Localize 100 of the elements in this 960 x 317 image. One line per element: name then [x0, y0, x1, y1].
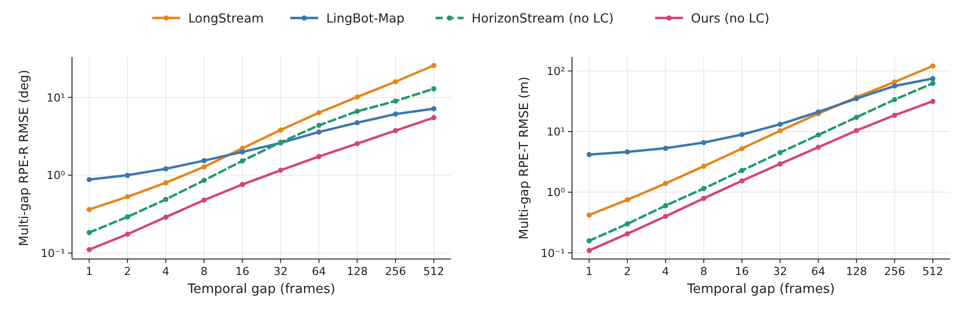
point: [163, 166, 168, 172]
point: [316, 154, 322, 160]
point: [240, 182, 245, 188]
point: [816, 144, 821, 150]
point: [777, 122, 783, 127]
point: [701, 186, 706, 192]
point: [124, 232, 130, 237]
y-axis-title: Multi-gap RPE-R RMSE (deg): [16, 70, 31, 246]
point: [586, 212, 592, 218]
point: [240, 149, 245, 155]
point: [431, 115, 436, 120]
point: [662, 203, 668, 208]
point: [124, 172, 130, 178]
point: [930, 76, 936, 82]
point: [392, 128, 398, 134]
point: [163, 214, 168, 220]
point: [662, 180, 668, 186]
point: [777, 161, 783, 166]
x-axis-title: Temporal gap (frames): [686, 282, 835, 297]
x-tick-label: 128: [846, 265, 867, 278]
point: [431, 106, 436, 112]
y-tick-label: 10⁻¹: [540, 246, 565, 260]
point: [278, 127, 284, 133]
y-axis-title: Multi-gap RPE-T RMSE (m): [516, 76, 531, 240]
y-tick-label: 10⁰: [46, 169, 66, 182]
point: [431, 62, 436, 68]
x-tick-label: 1: [586, 265, 593, 278]
point: [124, 214, 130, 220]
point: [201, 164, 207, 170]
y-tick-label: 10⁰: [546, 186, 566, 200]
point: [240, 158, 245, 164]
point: [163, 180, 168, 186]
y-tick-label: 10¹: [46, 91, 65, 104]
point: [201, 158, 207, 164]
point: [86, 176, 92, 182]
x-tick-label: 64: [811, 265, 826, 278]
point: [930, 98, 936, 104]
point: [163, 196, 168, 202]
point: [701, 196, 706, 201]
x-tick-label: 512: [922, 265, 944, 278]
point: [892, 112, 898, 118]
point: [431, 86, 436, 92]
y-tick-label: 10⁻¹: [40, 247, 65, 260]
point: [892, 83, 898, 89]
x-tick-label: 64: [312, 265, 326, 278]
point: [662, 214, 668, 219]
point: [816, 132, 821, 138]
point: [354, 120, 360, 126]
point: [930, 63, 936, 69]
legend-label: LongStream: [188, 10, 264, 26]
y-tick-label: 10¹: [546, 126, 565, 139]
point: [624, 149, 630, 154]
point: [316, 129, 322, 135]
point: [86, 206, 92, 212]
point: [701, 164, 706, 169]
x-tick-label: 4: [162, 265, 170, 278]
x-tick-label: 16: [235, 265, 250, 278]
x-tick-label: 32: [773, 265, 788, 278]
point: [624, 197, 630, 202]
point: [278, 168, 284, 173]
point: [777, 128, 783, 134]
point: [701, 140, 706, 146]
point: [739, 132, 745, 138]
point: [739, 146, 745, 152]
y-tick-label: 10²: [546, 64, 565, 78]
point: [316, 110, 322, 116]
x-tick-label: 128: [346, 265, 368, 278]
legend-label: HorizonStream (no LC): [472, 10, 614, 26]
point: [201, 178, 207, 183]
point: [624, 231, 630, 236]
point: [586, 248, 592, 254]
point: [316, 122, 322, 128]
x-tick-label: 32: [274, 265, 288, 278]
point: [392, 111, 398, 117]
point: [739, 168, 745, 174]
point: [624, 221, 630, 226]
legend-label: LingBot-Map: [326, 10, 405, 26]
point: [739, 178, 745, 184]
x-tick-label: 1: [86, 265, 93, 278]
point: [930, 80, 936, 86]
point: [586, 152, 592, 158]
x-tick-label: 16: [734, 265, 749, 278]
x-tick-label: 2: [124, 265, 132, 278]
point: [201, 197, 207, 203]
x-tick-label: 8: [200, 265, 208, 278]
point: [354, 94, 360, 100]
legend-label: Ours (no LC): [691, 10, 770, 26]
point: [392, 98, 398, 104]
point: [354, 108, 360, 114]
x-tick-label: 4: [662, 265, 670, 278]
x-tick-label: 8: [700, 265, 708, 278]
point: [86, 230, 92, 236]
point: [392, 79, 398, 84]
x-tick-label: 256: [884, 265, 906, 278]
point: [777, 150, 783, 156]
point: [354, 140, 360, 146]
x-tick-label: 512: [423, 265, 444, 278]
x-tick-label: 256: [384, 265, 406, 278]
point: [124, 194, 130, 200]
x-axis-title: Temporal gap (frames): [186, 282, 336, 297]
